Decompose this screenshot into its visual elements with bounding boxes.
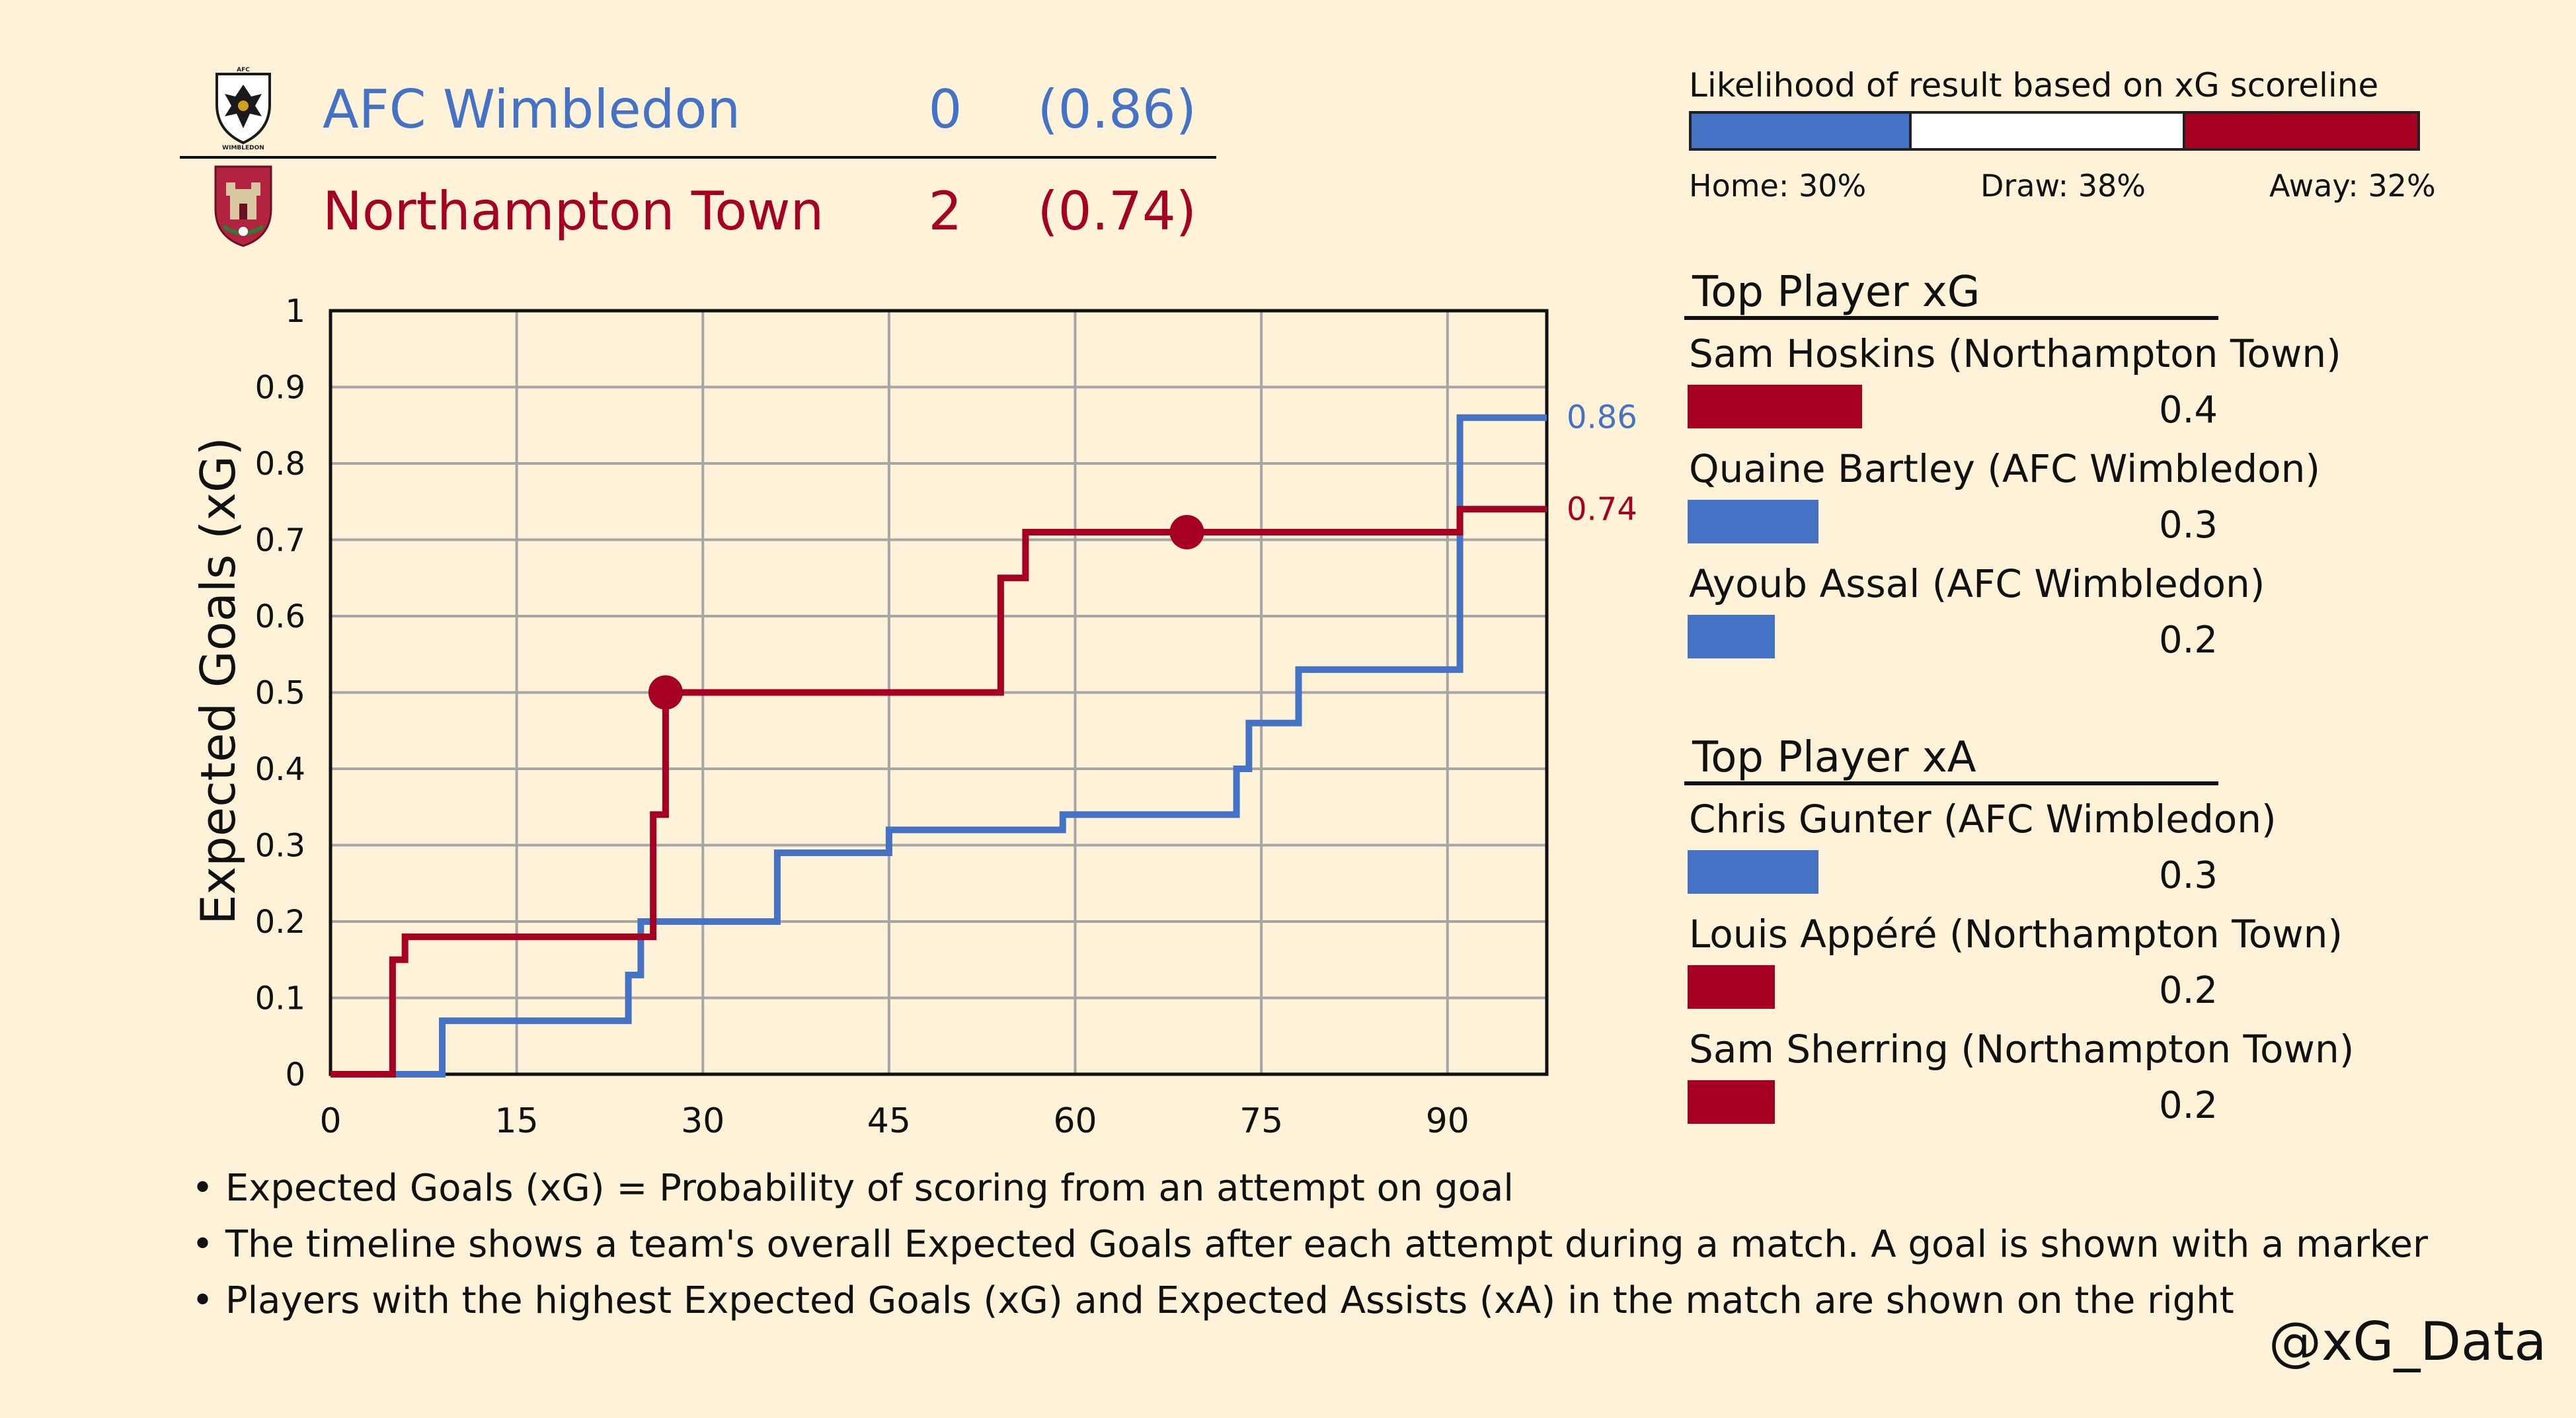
series-end-label: 0.74	[1567, 491, 1637, 528]
likelihood-bar	[1689, 111, 2420, 151]
goal-marker	[1169, 514, 1204, 549]
likelihood-home-label: Home: 30%	[1689, 168, 1867, 204]
y-tick-label: 1	[285, 293, 305, 330]
away-team-name: Northampton Town	[323, 180, 824, 242]
y-tick-label: 0.5	[255, 675, 305, 712]
top-xa-player-value: 0.3	[2159, 854, 2218, 897]
svg-text:WIMBLEDON: WIMBLEDON	[222, 145, 264, 151]
top-xa-player-bar	[1688, 965, 1775, 1009]
series-end-label: 0.86	[1567, 399, 1637, 436]
y-axis-label: Expected Goals (xG)	[190, 437, 246, 925]
x-tick-label: 75	[1239, 1101, 1283, 1141]
y-tick-label: 0.7	[255, 522, 305, 559]
x-tick-label: 45	[867, 1101, 911, 1141]
likelihood-title: Likelihood of result based on xG scoreli…	[1689, 66, 2379, 104]
top-xa-player-name: Sam Sherring (Northampton Town)	[1689, 1027, 2355, 1072]
author-handle: @xG_Data	[2269, 1311, 2547, 1372]
xg-timeline-chart: 0.86 0.74 0 0.1 0.2 0.3 0.4 0.5 0.6 0.7 0.8 0.9 1 0 1…	[190, 293, 1637, 1141]
top-xg-player-value: 0.3	[2159, 504, 2218, 547]
top-xg-player-value: 0.4	[2159, 389, 2218, 432]
x-tick-label: 30	[681, 1101, 724, 1141]
y-tick-label: 0	[285, 1056, 305, 1093]
x-tick-label: 60	[1053, 1101, 1097, 1141]
top-xa-player-value: 0.2	[2159, 1084, 2218, 1127]
top-xg-player-name: Ayoub Assal (AFC Wimbledon)	[1689, 561, 2265, 606]
y-tick-label: 0.2	[255, 904, 305, 941]
series-line-away	[331, 506, 1547, 1078]
likelihood-away-segment	[2185, 114, 2417, 148]
y-tick-label: 0.6	[255, 598, 305, 635]
y-tick-label: 0.1	[255, 980, 305, 1017]
top-xg-player-name: Sam Hoskins (Northampton Town)	[1689, 331, 2341, 376]
x-tick-label: 15	[495, 1101, 539, 1141]
northampton-town-crest-icon	[210, 163, 276, 249]
top-xa-player-bar	[1688, 1080, 1775, 1124]
top-xg-player-name: Quaine Bartley (AFC Wimbledon)	[1689, 446, 2321, 491]
chart-series: 0.86 0.74	[331, 399, 1637, 1078]
y-tick-label: 0.3	[255, 828, 305, 865]
header-divider	[180, 156, 1216, 159]
likelihood-draw-label: Draw: 38%	[1980, 168, 2146, 204]
away-team-score: 2	[928, 180, 962, 242]
chart-grid	[329, 309, 1549, 1076]
x-tick-label: 90	[1426, 1101, 1469, 1141]
home-team-name: AFC Wimbledon	[323, 79, 741, 140]
x-tick-label: 0	[319, 1101, 341, 1141]
top-xa-player-name: Chris Gunter (AFC Wimbledon)	[1689, 797, 2277, 842]
top-xg-player-bar	[1688, 500, 1818, 543]
top-xa-title: Top Player xA	[1692, 733, 1976, 782]
likelihood-away-label: Away: 32%	[2269, 168, 2436, 204]
top-xa-player-value: 0.2	[2159, 969, 2218, 1012]
y-tick-label: 0.8	[255, 446, 305, 483]
top-xg-player-bar	[1688, 615, 1775, 658]
likelihood-home-segment	[1692, 114, 1910, 148]
afc-wimbledon-crest-icon: AFC WIMBLEDON	[210, 65, 276, 151]
top-xg-rule	[1684, 316, 2218, 320]
plot-frame	[329, 309, 1549, 1076]
home-team-xg: (0.86)	[1037, 79, 1196, 140]
top-xg-player-value: 0.2	[2159, 619, 2218, 662]
home-team-score: 0	[928, 79, 962, 140]
goal-marker	[648, 675, 683, 710]
top-xg-title: Top Player xG	[1692, 268, 1980, 317]
svg-text:AFC: AFC	[237, 67, 250, 73]
top-xa-rule	[1684, 781, 2218, 785]
series-line-home	[331, 414, 1547, 1078]
chart-ticks: 0 0.1 0.2 0.3 0.4 0.5 0.6 0.7 0.8 0.9 1 0 15 30 45 60 75…	[255, 293, 1469, 1141]
y-tick-label: 0.9	[255, 370, 305, 407]
top-xa-player-name: Louis Appéré (Northampton Town)	[1689, 912, 2343, 957]
y-tick-label: 0.4	[255, 751, 305, 788]
note-players-explanation: • Players with the highest Expected Goal…	[192, 1279, 2234, 1322]
away-team-xg: (0.74)	[1037, 180, 1196, 242]
likelihood-draw-segment	[1909, 114, 2185, 148]
note-timeline-explanation: • The timeline shows a team's overall Ex…	[192, 1223, 2428, 1266]
top-xg-player-bar	[1688, 385, 1862, 428]
top-xa-player-bar	[1688, 850, 1818, 894]
note-xg-definition: • Expected Goals (xG) = Probability of s…	[192, 1167, 1514, 1210]
